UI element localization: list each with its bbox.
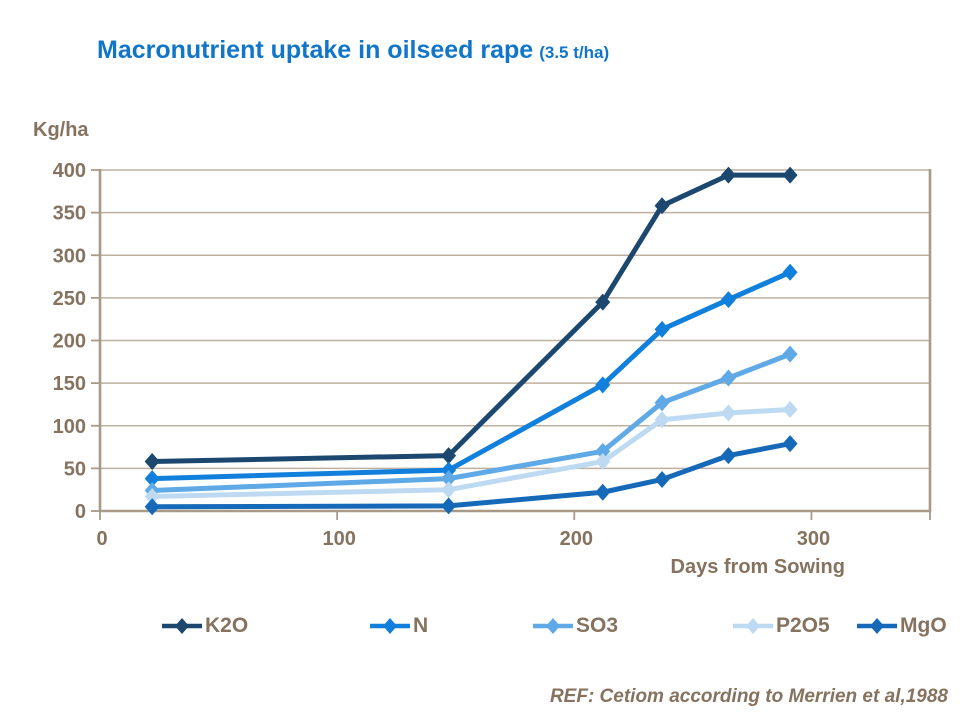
series-line-so3 [149,351,793,494]
legend-item-p2o5: P2O5 [731,612,830,640]
y-tick-label: 250 [53,288,86,310]
y-tick-label: 0 [75,501,86,523]
x-tick-label: 100 [322,528,355,550]
data-point-marker-k2o [782,166,798,184]
reference-text: REF: Cetiom according to Merrien et al,1… [549,686,948,707]
legend-label: MgO [900,614,947,637]
data-point-marker-k2o [144,453,160,471]
chart-title: Macronutrient uptake in oilseed rape (3.5… [97,36,609,65]
data-point-marker-mgo [720,447,736,465]
data-point-marker-so3 [441,470,457,488]
legend-item-k2o: K2O [160,612,248,640]
y-tick-label: 300 [53,245,86,267]
x-tick-label: 300 [797,528,830,550]
legend-item-mgo: MgO [855,612,947,640]
chart-title-main: Macronutrient uptake in oilseed rape [97,36,534,64]
data-point-marker-k2o [595,293,611,311]
legend-label: K2O [205,614,249,637]
data-point-marker-p2o5 [144,488,160,506]
chart-title-suffix: (3.5 t/ha) [539,43,610,62]
y-tick-label: 400 [53,160,86,182]
data-point-marker-mgo [654,470,670,488]
legend-label: P2O5 [776,614,830,637]
data-point-marker-p2o5 [595,453,611,471]
series-line-n [149,269,793,482]
x-tick-label: 0 [96,528,107,550]
data-point-marker-mgo [595,483,611,501]
data-point-marker-k2o [720,166,736,184]
data-point-marker-p2o5 [782,401,798,419]
data-point-marker-p2o5 [720,404,736,422]
data-point-marker-k2o [441,447,457,465]
data-point-marker-n [720,291,736,309]
series-line-p2o5 [149,407,793,500]
legend-item-so3: SO3 [531,612,618,640]
x-tick-label: 200 [560,528,593,550]
data-point-marker-p2o5 [654,411,670,429]
y-tick-label: 100 [53,416,86,438]
data-point-marker-n [782,263,798,281]
data-point-marker-n [595,376,611,394]
legend-marker-icon [370,618,410,634]
x-axis-title: Days from Sowing [670,556,845,578]
data-point-marker-k2o [654,197,670,215]
data-point-marker-mgo [144,498,160,516]
series-line-mgo [149,441,793,510]
data-point-marker-n [654,320,670,338]
legend-label: SO3 [576,614,619,637]
data-point-marker-mgo [441,497,457,515]
data-point-marker-n [144,470,160,488]
y-tick-label: 200 [53,331,86,353]
y-axis-title: Kg/ha [33,119,89,141]
data-point-marker-p2o5 [441,481,457,499]
legend-marker-icon [733,618,773,634]
y-tick-label: 350 [53,203,86,225]
legend-label: N [413,614,429,637]
y-tick-label: 150 [53,373,86,395]
legend-marker-icon [162,618,202,634]
data-point-marker-so3 [595,442,611,460]
legend-item-n: N [368,612,428,640]
y-tick-label: 50 [64,458,86,480]
data-point-marker-mgo [782,435,798,453]
data-point-marker-so3 [654,394,670,412]
legend-marker-icon [857,618,897,634]
data-point-marker-n [441,461,457,479]
series-line-k2o [149,172,793,465]
legend-marker-icon [533,618,573,634]
data-point-marker-so3 [720,369,736,387]
data-point-marker-so3 [782,345,798,363]
